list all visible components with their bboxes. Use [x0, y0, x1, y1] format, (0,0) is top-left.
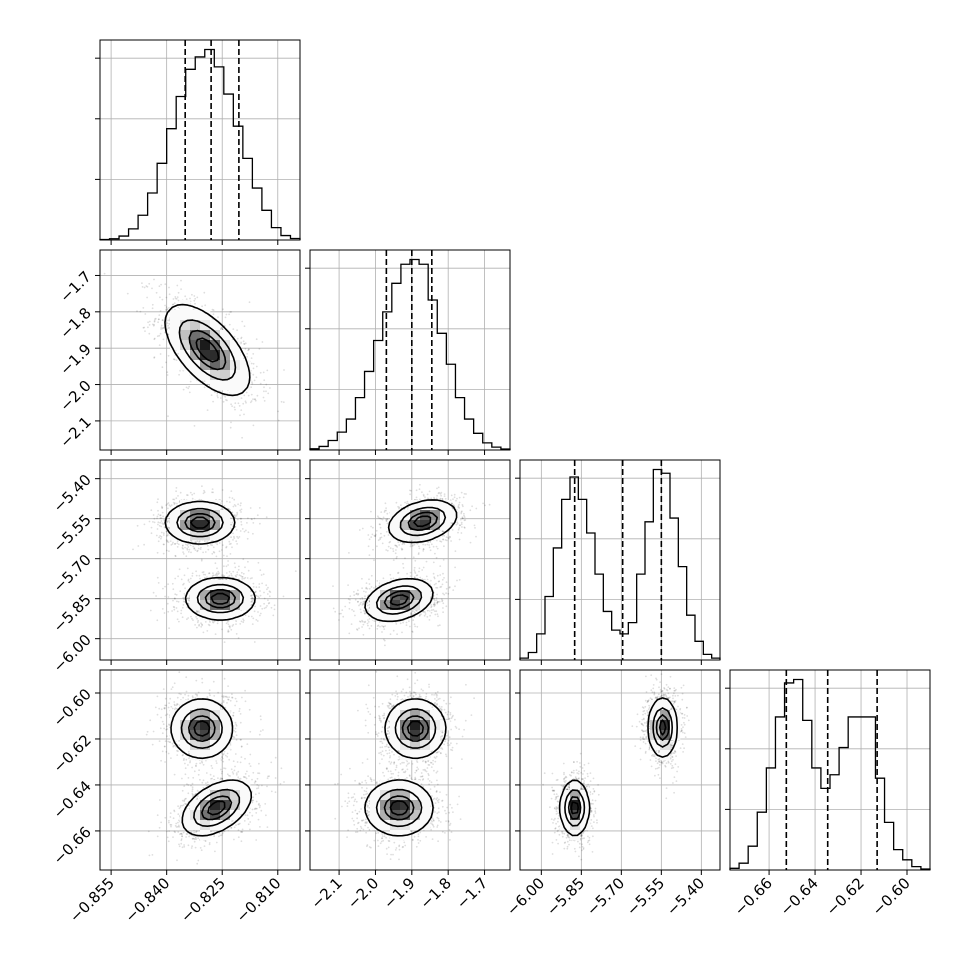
y-tick-label: −1.8 [56, 304, 94, 342]
y-tick-label: −2.0 [56, 377, 94, 415]
x-tick-label: −5.70 [583, 874, 628, 919]
x-tick-label: −1.9 [380, 874, 418, 912]
x-tick-label: −0.64 [777, 874, 822, 919]
plot-area [310, 250, 510, 450]
y-tick-label: −5.40 [50, 471, 95, 516]
contour-level-1 [375, 708, 437, 828]
panel-frame [99, 459, 301, 661]
x-tick-label: −0.60 [869, 874, 914, 919]
panel-content [542, 673, 690, 861]
contour-level-3 [193, 720, 226, 816]
y-tick-label: −0.62 [50, 731, 95, 776]
x-tick-label: −2.1 [307, 874, 345, 912]
panel-frame [99, 39, 301, 241]
histogram-bars [729, 678, 931, 870]
contour-level-2 [188, 329, 227, 371]
y-tick-label: −1.7 [56, 268, 94, 306]
y-tick-label: −5.85 [50, 591, 95, 636]
plot-area [100, 40, 300, 240]
panel-frame [309, 459, 511, 661]
histogram-bars [99, 48, 301, 241]
plot-area [310, 460, 510, 660]
panel-content [332, 483, 491, 647]
panel-frame [99, 249, 301, 451]
plot-area [520, 670, 720, 870]
plot-area [730, 670, 930, 870]
histogram-panel-2 [515, 459, 721, 661]
scatter-panel-2-1 [309, 459, 511, 661]
panel-content [334, 671, 475, 870]
scatter-panel-3-2 [519, 669, 721, 871]
x-tick-label: −1.8 [417, 874, 455, 912]
histogram-panel-1 [305, 249, 511, 451]
x-tick-label: −5.85 [543, 874, 588, 919]
density-shading [170, 300, 251, 401]
contour-level-3 [195, 337, 220, 363]
x-tick-label: −0.810 [233, 874, 285, 926]
x-tick-label: −6.00 [503, 874, 548, 919]
panel-content [145, 671, 285, 865]
panel-frame [519, 669, 721, 871]
contour-level-0 [558, 697, 678, 837]
contour-level-1 [176, 507, 245, 614]
y-tick-label: −5.55 [50, 511, 95, 556]
contour-level-0 [170, 698, 253, 837]
density-shading [170, 500, 251, 621]
panel-frame [99, 669, 301, 871]
contour-level-2 [383, 511, 438, 610]
contour-level-3 [389, 720, 424, 816]
scatter-panel-1-0 [99, 249, 301, 451]
contour-level-2 [184, 513, 236, 609]
scatter-panel-2-0 [99, 459, 301, 661]
contour-level-1 [564, 707, 673, 827]
scatter-panel-3-0 [99, 669, 301, 871]
histogram-bars [519, 468, 721, 660]
panel-frame [309, 669, 511, 871]
panel-content [103, 272, 285, 439]
scatter-panel-3-1 [309, 669, 511, 871]
contour-level-0 [164, 303, 251, 397]
panel-content [132, 485, 297, 643]
panel-frame [309, 249, 511, 451]
contour-level-3 [389, 515, 432, 606]
contour-level-0 [164, 500, 256, 621]
histogram-bars [309, 258, 511, 450]
x-tick-label: −1.7 [453, 874, 491, 912]
y-tick-label: −1.9 [56, 340, 94, 378]
x-tick-label: −5.40 [663, 874, 708, 919]
contour-level-3 [570, 719, 667, 815]
panel-frame [519, 459, 721, 661]
x-tick-label: −0.840 [122, 874, 174, 926]
y-tick-label: −5.70 [50, 551, 95, 596]
contour-level-1 [178, 319, 237, 381]
contour-level-3 [190, 516, 231, 605]
contour-level-2 [188, 715, 233, 821]
y-tick-label: −0.64 [50, 777, 95, 822]
panel-frame [729, 669, 931, 871]
x-tick-label: −0.66 [731, 874, 776, 919]
x-tick-label: −5.55 [623, 874, 668, 919]
histogram-panel-3 [725, 669, 931, 871]
contour-level-0 [364, 698, 447, 837]
y-tick-label: −0.66 [50, 823, 95, 868]
plot-area [100, 460, 300, 660]
y-tick-label: −2.1 [56, 413, 94, 451]
x-tick-label: −0.825 [177, 874, 229, 926]
contour-level-1 [375, 506, 447, 615]
histogram-panel-0 [95, 39, 301, 241]
x-tick-label: −2.0 [344, 874, 382, 912]
y-tick-label: −6.00 [50, 631, 95, 676]
x-tick-label: −0.855 [66, 874, 118, 926]
contour-level-2 [383, 715, 430, 821]
y-tick-label: −0.60 [50, 685, 95, 730]
contour-level-0 [364, 499, 458, 623]
contour-level-2 [567, 714, 670, 820]
contour-level-1 [180, 708, 241, 827]
x-tick-label: −0.62 [823, 874, 868, 919]
